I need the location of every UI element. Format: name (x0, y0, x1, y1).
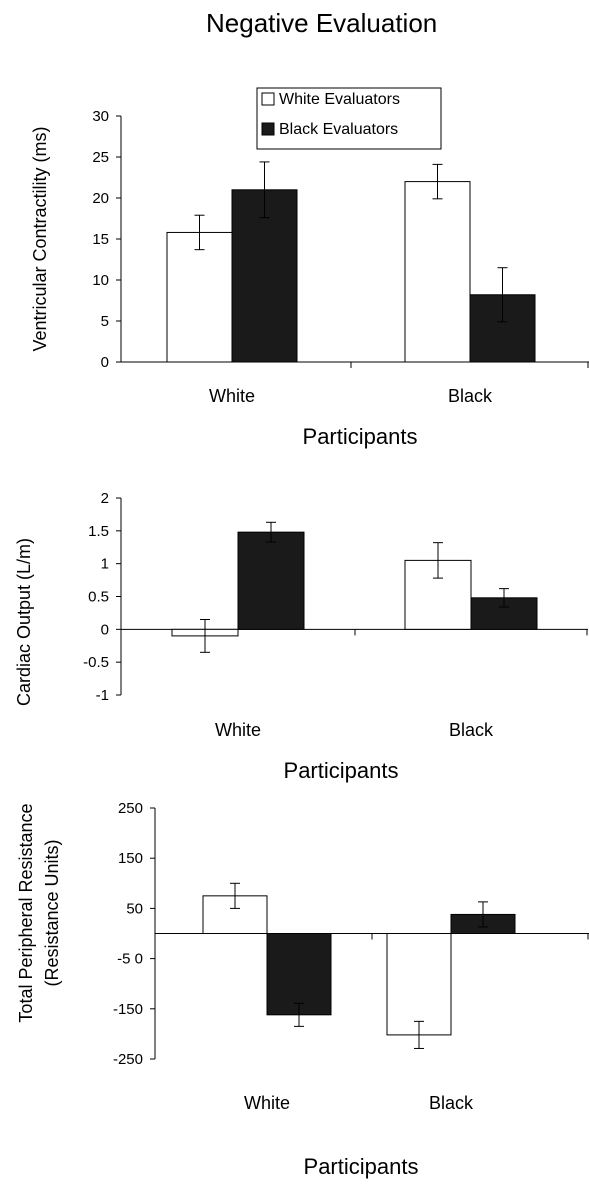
y-tick-label: 50 (126, 900, 143, 917)
y-tick-label: 1 (101, 556, 109, 573)
y-tick-label: 10 (92, 272, 109, 289)
x-axis-title: Participants (303, 424, 418, 449)
y-tick-label: -150 (113, 1001, 143, 1018)
legend-swatch-white-evaluators (261, 92, 275, 106)
y-tick-label: 30 (92, 108, 109, 125)
bar-black-evaluators-white (237, 531, 305, 630)
y-tick-label: 2 (101, 490, 109, 507)
y-tick-label: 1.5 (88, 523, 109, 540)
bar-white-evaluators-black (404, 181, 471, 363)
legend-label: Black Evaluators (279, 121, 398, 138)
legend: White Evaluators Black Evaluators (256, 87, 442, 150)
x-axis-title: Participants (304, 1154, 419, 1179)
ventricular-contractility-chart: 0 5 10 15 20 25 30 White Black Participants Ventri… (30, 87, 589, 449)
y-tick-label: 20 (92, 190, 109, 207)
x-axis-title: Participants (284, 758, 399, 783)
y-tick-label: -1 (96, 687, 109, 704)
page-title-text: Negative Evaluation (206, 8, 438, 38)
legend-box (256, 87, 442, 150)
y-tick-label: 0 (101, 621, 109, 638)
legend-label: White Evaluators (279, 91, 400, 108)
legend-swatch-black-evaluators (261, 122, 275, 136)
y-tick-label: 0 (101, 354, 109, 371)
y-axis-title-line: (Resistance Units) (42, 839, 62, 986)
peripheral-resistance-chart: -250 -150 -5 0 50 150 250 White Black Participan… (16, 800, 589, 1179)
category-label: Black (448, 386, 493, 406)
y-axis-title: Ventricular Contractility (ms) (30, 126, 50, 351)
y-tick-label: 15 (92, 231, 109, 248)
cardiac-output-chart: -1 -0.5 0 0.5 1 1.5 2 White Black Participants Car… (14, 490, 588, 783)
category-label: Black (429, 1093, 474, 1113)
y-tick-label: 150 (118, 850, 143, 867)
y-tick-label: 0.5 (88, 589, 109, 606)
category-label: White (215, 720, 261, 740)
category-label: Black (449, 720, 494, 740)
y-tick-label: -5 0 (117, 951, 143, 968)
bar-white-evaluators-black (386, 933, 452, 1036)
y-tick-label: 25 (92, 149, 109, 166)
y-tick-label: -250 (113, 1051, 143, 1068)
bar-black-evaluators-white (266, 933, 332, 1016)
bar-white-evaluators-white (166, 231, 233, 363)
y-axis-title: Cardiac Output (L/m) (14, 538, 34, 706)
bar-black-evaluators-white (231, 189, 298, 363)
y-tick-label: -0.5 (83, 654, 109, 671)
category-label: White (244, 1093, 290, 1113)
y-tick-label: 5 (101, 313, 109, 330)
y-tick-label: 250 (118, 800, 143, 817)
y-axis-title-line: Total Peripheral Resistance (16, 803, 36, 1022)
category-label: White (209, 386, 255, 406)
